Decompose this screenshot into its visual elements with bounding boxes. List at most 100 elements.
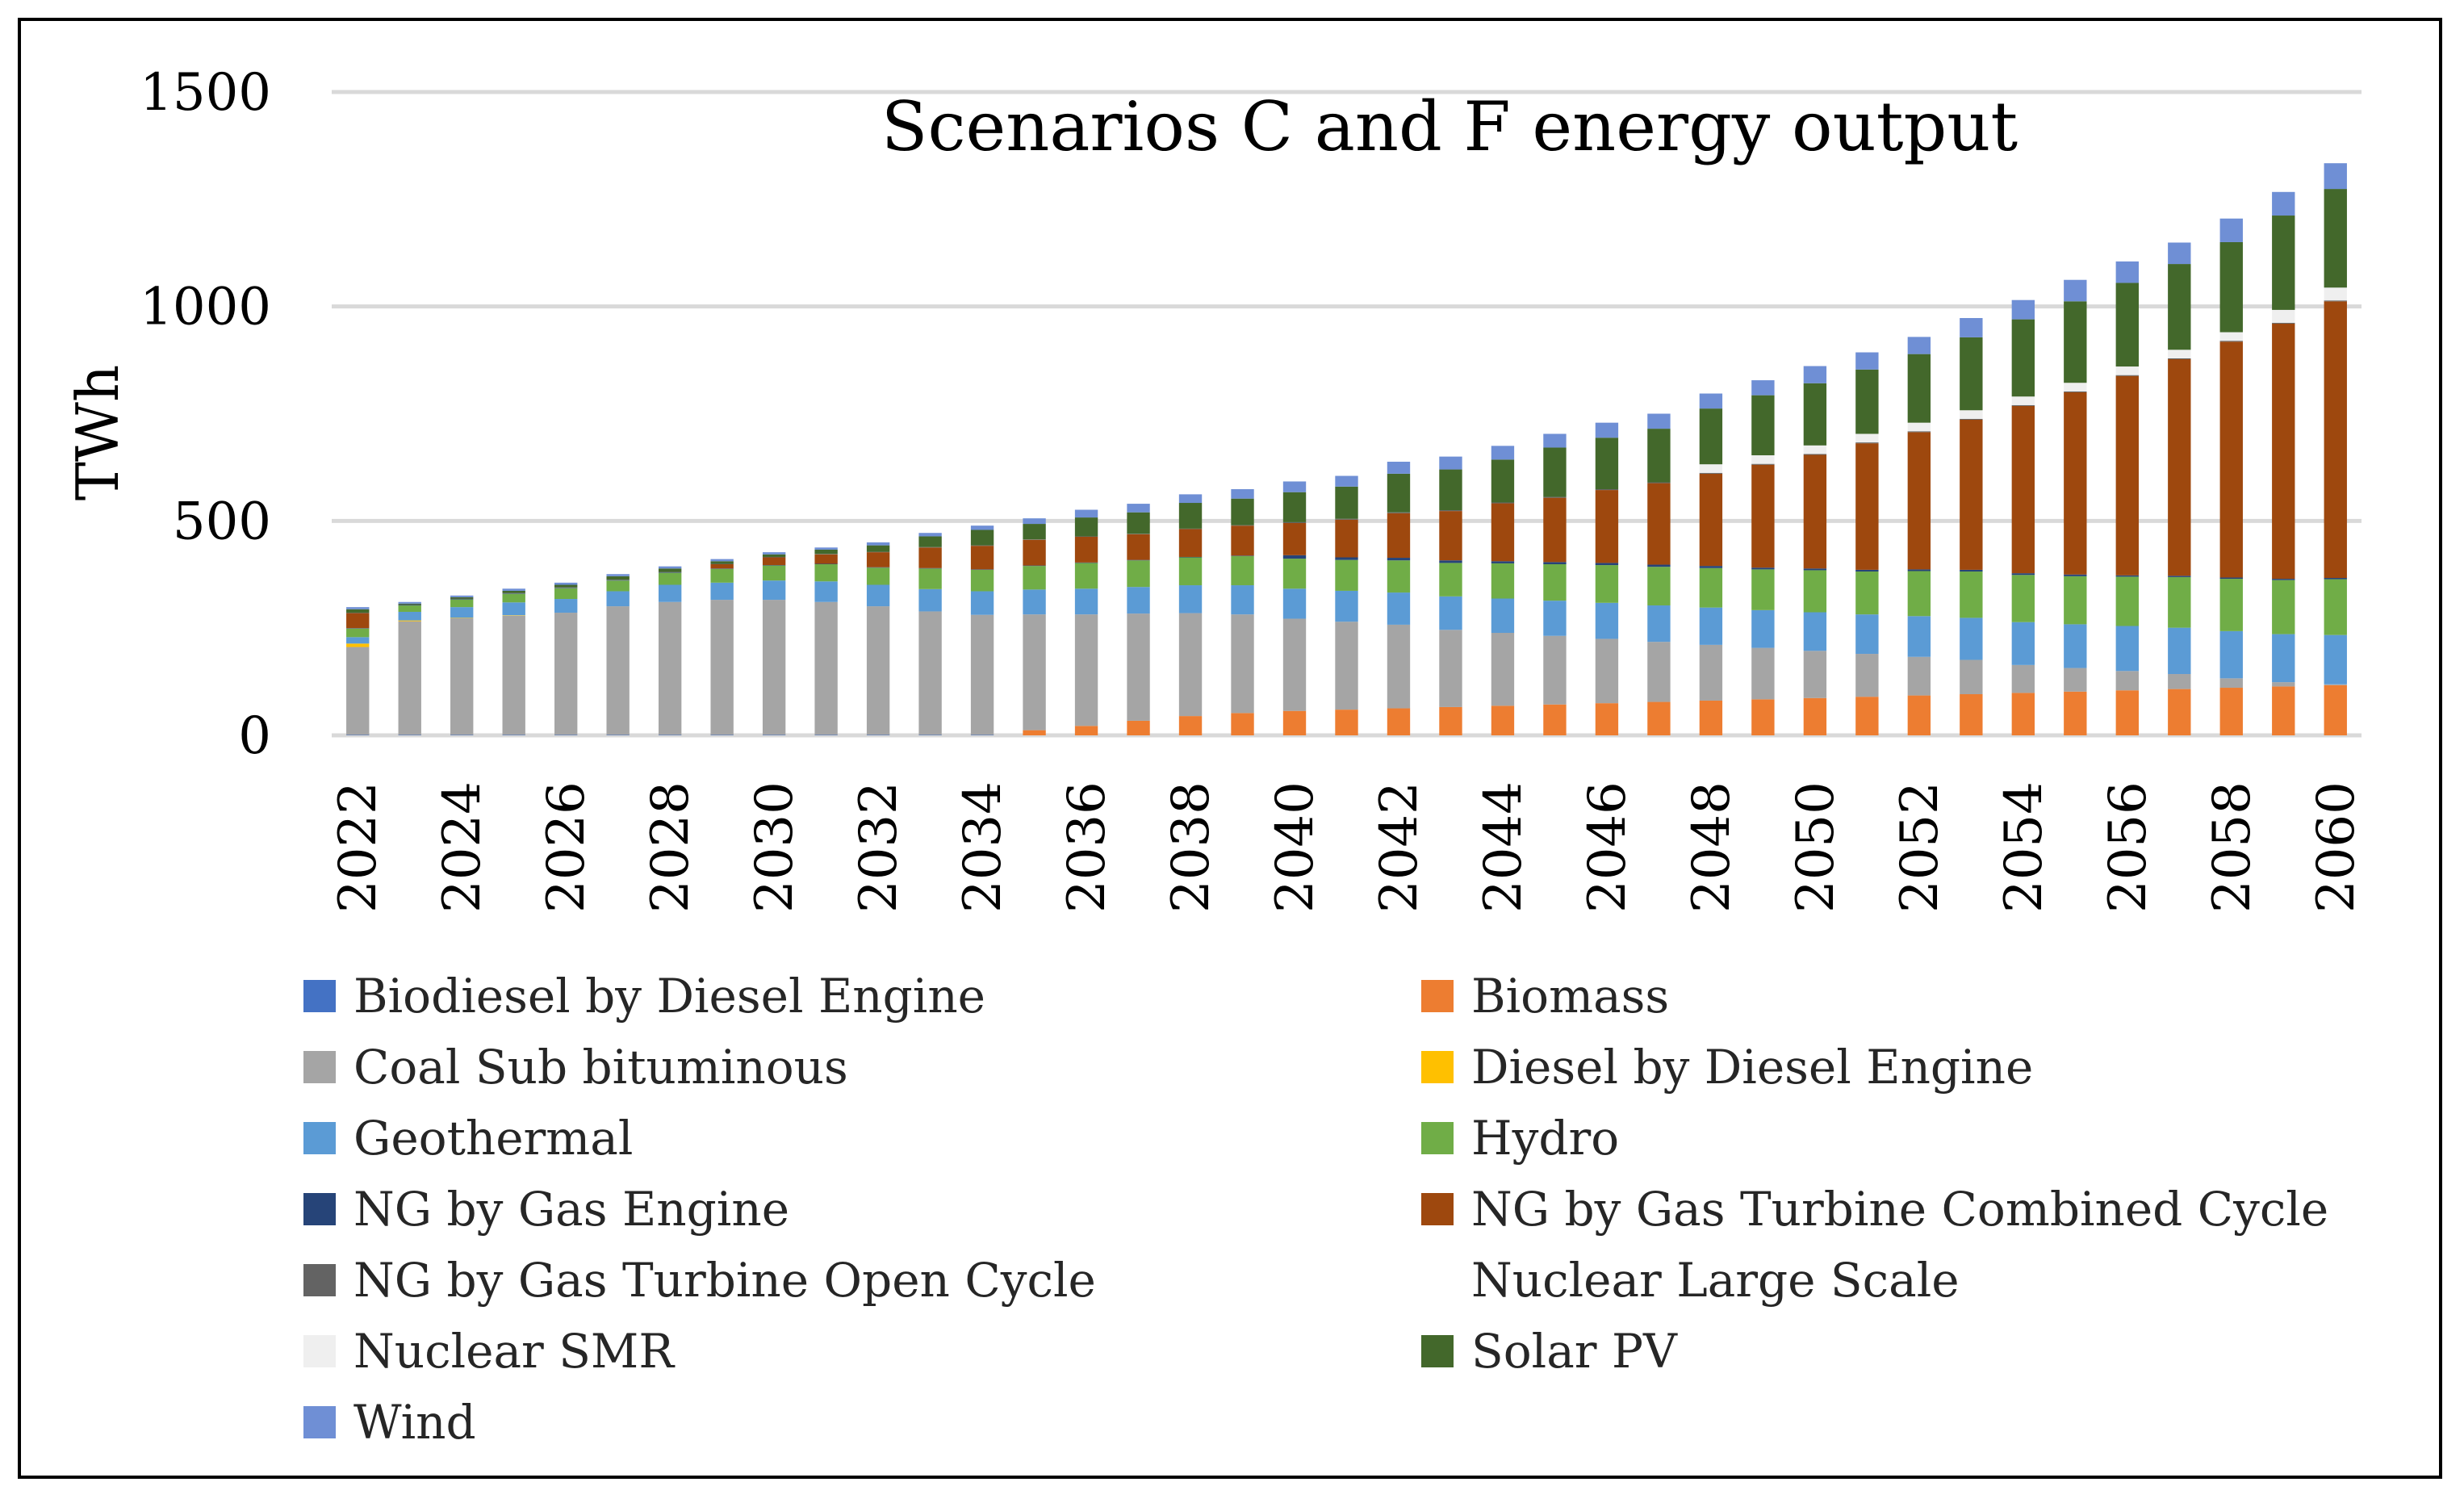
bar-segment <box>1023 539 1046 540</box>
bar-segment <box>1178 557 1203 586</box>
bar-segment <box>918 567 942 569</box>
bar-segment <box>1960 571 1983 618</box>
bar-segment <box>2115 283 2139 367</box>
bar-segment <box>1595 565 1619 603</box>
bar-segment <box>1647 642 1671 702</box>
bar-segment <box>1699 566 1723 568</box>
x-tick-label: 2030 <box>745 781 805 913</box>
bar-segment <box>1023 614 1046 731</box>
bar-segment <box>2219 332 2243 341</box>
bar-segment <box>1699 472 1723 474</box>
bar-segment <box>1023 565 1046 567</box>
bar-segment <box>2115 671 2139 691</box>
bar-segment <box>1751 567 1775 570</box>
bar-segment <box>2272 322 2295 324</box>
bar-segment <box>1699 393 1723 409</box>
legend-swatch <box>1421 1193 1454 1225</box>
bar-segment <box>710 568 734 569</box>
legend-item: Geothermal <box>303 1106 633 1170</box>
x-tick-label: 2028 <box>641 781 701 913</box>
bar-segment <box>1595 563 1619 566</box>
bar-segment <box>2219 241 2243 333</box>
bar-segment <box>1647 429 1671 483</box>
bar-segment <box>1595 638 1619 704</box>
bar-segment <box>1855 443 1879 570</box>
bar-segment <box>1439 511 1462 561</box>
bar-segment <box>2272 579 2295 580</box>
bar-segment <box>1855 654 1879 697</box>
bar-segment <box>1855 442 1879 444</box>
bar-segment <box>1178 716 1203 735</box>
bar-segment <box>918 533 942 537</box>
bar-segment <box>1803 445 1827 454</box>
bar-segment <box>970 546 994 570</box>
bar-segment <box>658 601 682 735</box>
bar-segment <box>1491 705 1515 735</box>
bar-segment <box>502 602 525 616</box>
bar-segment <box>2011 404 2035 406</box>
bar-segment <box>1335 518 1358 520</box>
bar-segment <box>2324 301 2347 578</box>
bar-segment <box>2168 358 2191 360</box>
bar-segment <box>1491 598 1515 634</box>
bar-segment <box>1127 560 1150 588</box>
bar-segment <box>2219 577 2243 580</box>
bar-segment <box>1595 703 1619 735</box>
bar-segment <box>1127 613 1150 721</box>
bar-segment <box>1647 564 1671 567</box>
bar-segment <box>2064 279 2087 302</box>
bar-segment <box>1595 602 1619 639</box>
bar-segment <box>1074 509 1098 518</box>
bar-segment <box>1647 701 1671 735</box>
bar-segment <box>1647 413 1671 429</box>
bar-segment <box>1803 568 1827 571</box>
bar-segment <box>554 584 578 588</box>
bar-segment <box>814 554 838 564</box>
legend-label: Coal Sub bituminous <box>353 1040 848 1095</box>
bar-segment <box>1751 395 1775 456</box>
bar-segment <box>1907 431 1931 433</box>
bar-segment <box>658 572 682 585</box>
bar-segment <box>502 615 525 616</box>
bar-segment <box>762 600 786 735</box>
bar-segment <box>450 599 474 600</box>
bar-segment <box>1491 502 1515 504</box>
bar-segment <box>450 607 474 618</box>
bar-segment <box>1803 383 1827 446</box>
x-tick-label: 2032 <box>849 781 909 913</box>
bar-segment <box>970 569 994 570</box>
x-tick-label: 2038 <box>1161 781 1221 913</box>
bar-segment <box>866 545 890 552</box>
legend-label: Nuclear SMR <box>353 1324 674 1379</box>
bar-segment <box>2064 301 2087 383</box>
bar-segment <box>1074 536 1098 537</box>
x-tick-label: 2052 <box>1890 781 1950 913</box>
bar-segment <box>866 552 890 567</box>
bar-segment <box>346 647 370 735</box>
bar-segment <box>1439 706 1462 735</box>
bar-segment <box>1387 708 1411 735</box>
bar-segment <box>2064 576 2087 625</box>
bar-segment <box>2064 574 2087 576</box>
y-tick-label: 0 <box>238 706 271 766</box>
bar-segment <box>1543 447 1567 497</box>
bar-segment <box>1803 651 1827 698</box>
bar-segment <box>762 565 786 566</box>
y-tick-labels: 0 500 1000 1500 <box>140 63 271 766</box>
bar-segment <box>1335 590 1358 622</box>
x-tick-label: 2046 <box>1578 781 1638 913</box>
bar-segment <box>450 598 474 600</box>
bar-segment <box>2168 576 2191 577</box>
bar-segment <box>658 566 682 569</box>
bar-segment <box>1335 710 1358 735</box>
bar-segment <box>1543 562 1567 564</box>
legend-swatch <box>303 1122 336 1154</box>
bar-segment <box>1960 337 1983 411</box>
bar-segment <box>762 554 786 557</box>
legend-item: Nuclear Large Scale <box>1421 1248 1960 1313</box>
bar-segment <box>866 567 890 585</box>
bar-segment <box>2011 405 2035 574</box>
bar-segment <box>1855 614 1879 655</box>
bar-segment <box>710 582 734 601</box>
legend-label: Wind <box>353 1395 476 1450</box>
